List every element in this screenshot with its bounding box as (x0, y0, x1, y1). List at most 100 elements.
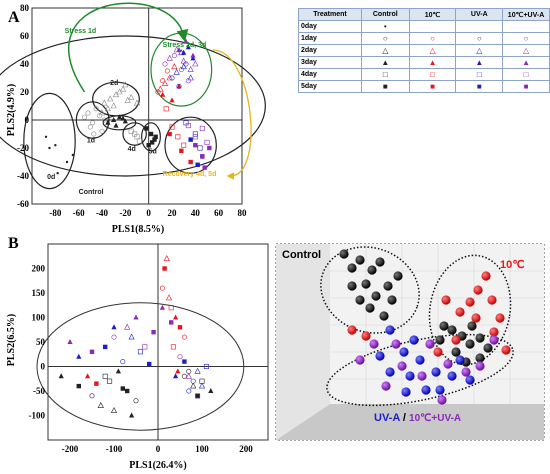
sphere-point (455, 355, 465, 365)
annot-0d: 0d (47, 174, 55, 181)
panel-a-ytick: 80 (20, 3, 30, 13)
legend-row-label: 5day (297, 80, 363, 93)
panel-b-point (107, 378, 113, 384)
panel-b-point (110, 406, 118, 413)
legend-symbol: ■ (408, 80, 457, 93)
panel-b-point (147, 361, 152, 367)
panel-b-3d-view: Control 10℃ UV-A / 10℃+UV-A (275, 243, 545, 441)
ellipse-control (320, 246, 420, 334)
panel-b-point (76, 383, 81, 389)
legend-symbol: • (361, 20, 410, 33)
panel-b-point (58, 373, 64, 379)
panel-a-point (85, 110, 91, 116)
panel-a-point (175, 134, 181, 140)
legend-symbol: □ (502, 68, 550, 81)
legend-row-label: 3day (297, 56, 363, 69)
panel-b-point (177, 325, 183, 330)
legend-row: 4day □ □ □ □ (297, 68, 550, 81)
legend-symbol: ▲ (502, 56, 550, 69)
panel-a-ytick: 20 (20, 87, 30, 97)
panel-a-point (54, 144, 57, 147)
panel-b-point (181, 334, 187, 340)
panel-a-point (111, 117, 117, 122)
sphere-point (439, 321, 449, 331)
sphere-point (451, 347, 461, 357)
panel-b-point (97, 402, 104, 409)
panel-a-point (87, 124, 93, 130)
panel-b-point (208, 388, 214, 393)
panel-a-point (155, 89, 161, 95)
panel-b-point (85, 373, 91, 379)
panel-a-point (185, 78, 191, 84)
panel-b-xtick: -100 (106, 444, 123, 454)
panel-b-point (163, 255, 170, 262)
annot-stress-2d-3d: Stress 2d, 3d (163, 42, 207, 49)
panel-3d-grid (330, 244, 544, 404)
ellipse-recovery (164, 116, 217, 174)
legend-symbol: ○ (408, 32, 457, 45)
panel-b-point (175, 368, 181, 374)
panel-a-ytick: -60 (17, 199, 29, 209)
panel-b-point (169, 320, 174, 325)
panel-a-label: A (8, 9, 20, 26)
panel-b-point (195, 393, 200, 399)
panel-a-point (188, 159, 193, 165)
panel-a-point (136, 138, 142, 144)
panel-a-xtick: 80 (238, 208, 248, 218)
panel-a-point (207, 145, 212, 151)
sphere-point (397, 361, 407, 371)
panel-a-point (200, 154, 205, 159)
legend-header-10c: 10℃ (408, 8, 457, 21)
panel-a-point (146, 143, 151, 148)
sphere-point (433, 347, 443, 357)
panel-a-point (105, 119, 111, 125)
panel-b-point (120, 359, 126, 365)
sphere-point (475, 353, 485, 363)
legend-symbol: △ (408, 44, 457, 57)
panel-a-point (122, 81, 129, 88)
sphere-point (451, 335, 461, 345)
panel-b-xtick: 0 (156, 444, 161, 454)
panel-a-point (107, 95, 114, 102)
panel-a-point (116, 114, 123, 120)
annot-stress-1d: Stress 1d (65, 28, 97, 35)
legend-row: 5day ■ ■ ■ ■ (297, 80, 550, 93)
legend-table: Treatment Control 10℃ UV-A 10℃+UV-A 0day… (297, 8, 550, 93)
label-3d-slash: / (400, 412, 409, 424)
panel-a-point (199, 125, 205, 131)
panel-a-point (179, 148, 184, 153)
panel-a-point (192, 131, 198, 137)
legend-row-label: 4day (297, 68, 363, 81)
sphere-point (385, 367, 395, 377)
panel-b-point (89, 393, 95, 399)
sphere-point (371, 291, 381, 301)
sphere-point (487, 295, 497, 305)
panel-a-point (192, 60, 199, 67)
legend-header-10c-uva: 10℃+UV-A (502, 8, 550, 21)
panel-a-point (101, 117, 107, 123)
panel-b-point (120, 386, 125, 391)
panel-a-point (185, 44, 191, 50)
panel-3d-rightwall (330, 244, 544, 404)
annot-recovery: Recovery 4d, 5d (163, 171, 217, 178)
panel-a-point (169, 97, 175, 103)
sphere-point (339, 249, 349, 259)
legend-header-treatment: Treatment (297, 8, 363, 21)
sphere-point (347, 263, 357, 273)
sphere-point (381, 381, 391, 391)
legend-symbol (455, 20, 504, 33)
panel-a-point (187, 74, 194, 81)
legend-header-control: Control (361, 8, 410, 21)
sphere-point (455, 307, 465, 317)
panel-b-xtick: 100 (195, 444, 209, 454)
legend-row-label: 0day (297, 20, 363, 33)
panel-b-point (151, 330, 156, 335)
panel-b-point (177, 354, 183, 360)
panel-a-point (178, 67, 184, 73)
annot-2d: 2d (110, 80, 118, 87)
legend-symbol: △ (502, 44, 550, 57)
legend-row: 3day ▲ ▲ ▲ ▲ (297, 56, 550, 69)
legend-row: 0day • (297, 20, 550, 33)
panel-b-point (194, 367, 201, 374)
panel-b-point (198, 382, 206, 389)
